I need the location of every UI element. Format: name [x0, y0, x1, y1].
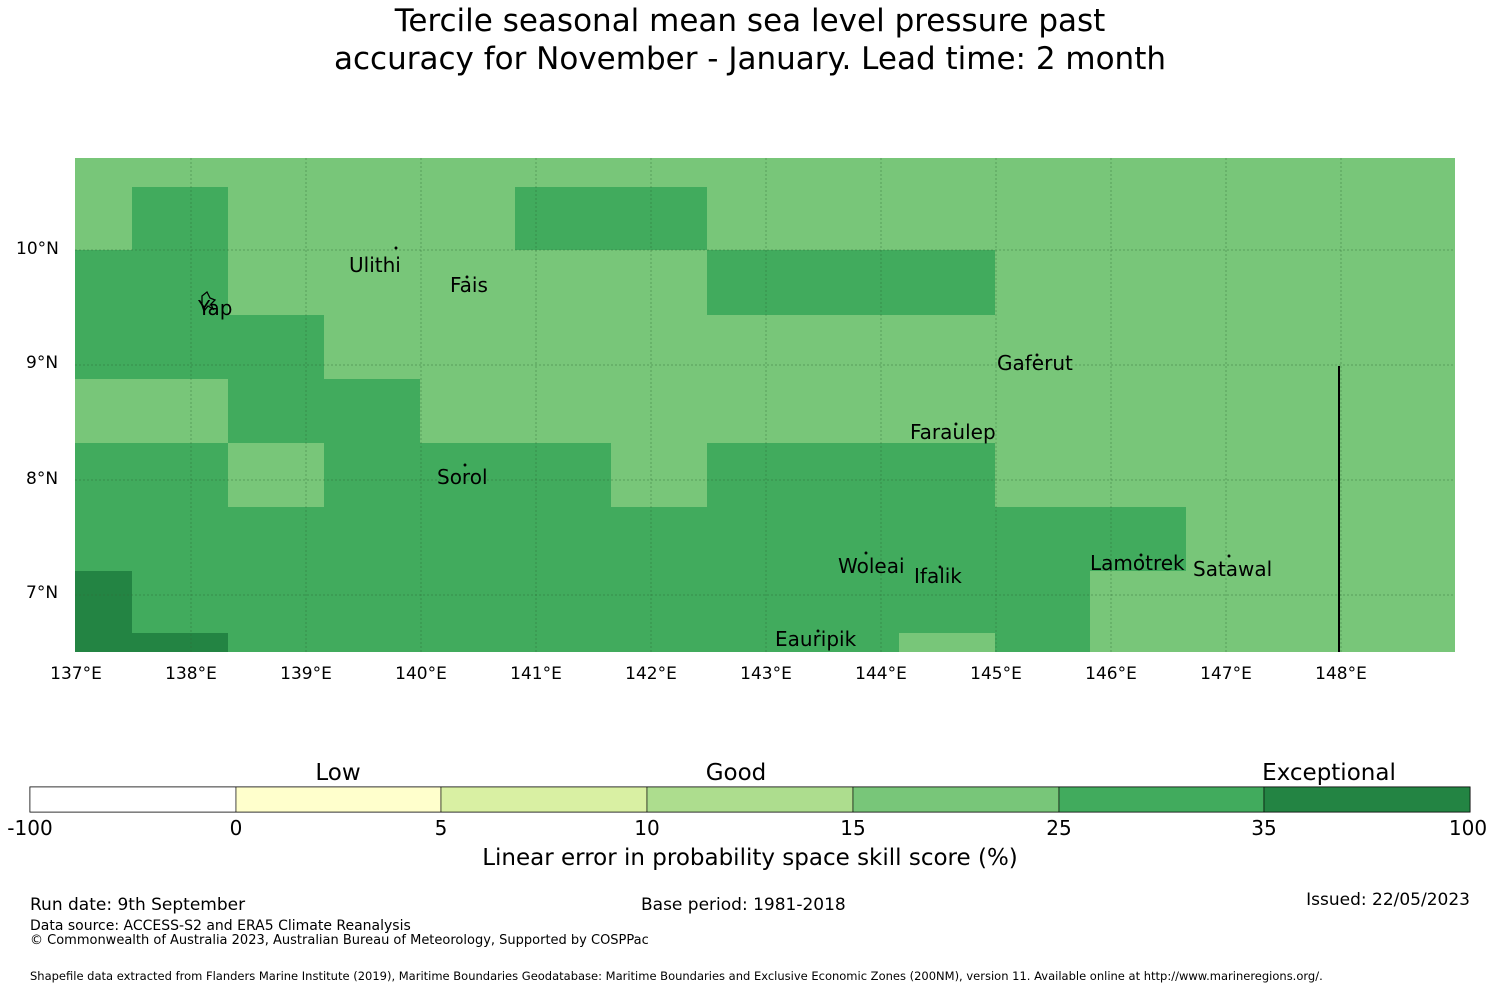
ulithi-atoll-mark — [394, 246, 398, 250]
colorbar-box — [852, 786, 1060, 813]
skill-cell — [75, 571, 132, 652]
woleai-atoll-mark — [864, 551, 868, 555]
title-line-2: accuracy for November - January. Lead ti… — [333, 41, 1167, 77]
ifalik-atoll-mark — [938, 565, 942, 569]
lat-label-10n: 10°N — [16, 239, 59, 259]
lat-label-9n: 9°N — [26, 353, 59, 373]
skill-cell — [899, 633, 995, 652]
colorbar-boxes — [29, 786, 1471, 813]
island-outlines — [201, 246, 1231, 633]
colorbar-label: Linear error in probability space skill … — [482, 845, 1018, 871]
gaferut-island-mark — [1035, 353, 1039, 357]
colorbar-box — [235, 786, 442, 813]
faraulep-atoll-mark — [954, 422, 958, 426]
run-date: Run date: 9th September — [30, 895, 246, 915]
place-label-fais: Fais — [450, 273, 488, 297]
skill-cell — [132, 571, 228, 633]
place-label-faraulep: Faraulep — [910, 420, 996, 444]
place-label-woleai: Woleai — [838, 554, 905, 578]
lon-label-140e: 140°E — [395, 664, 447, 684]
satawal-island-mark — [1227, 554, 1231, 558]
lamotrek-atoll-mark — [1139, 553, 1143, 557]
shapefile-credit: Shapefile data extracted from Flanders M… — [30, 969, 1323, 983]
place-label-lamotrek: Lamotrek — [1090, 551, 1185, 575]
lon-label-139e: 139°E — [280, 664, 332, 684]
place-label-yap: Yap — [198, 296, 233, 320]
colorbar-tick-label: 0 — [229, 816, 243, 840]
lon-label-148e: 148°E — [1315, 664, 1367, 684]
yap-island-shape — [201, 290, 217, 313]
place-label-sorol: Sorol — [437, 465, 488, 489]
colorbar-tick-label: -100 — [7, 816, 53, 840]
lon-label-147e: 147°E — [1200, 664, 1252, 684]
issued-date: Issued: 22/05/2023 — [1306, 890, 1470, 910]
colorbar-tick-label: 5 — [434, 816, 448, 840]
graticule — [75, 158, 1455, 652]
skill-cell — [707, 250, 995, 315]
fais-island-mark — [465, 275, 469, 279]
colorbar-box — [646, 786, 854, 813]
skill-cell — [515, 187, 707, 250]
skill-grid — [75, 158, 1455, 652]
lon-label-145e: 145°E — [970, 664, 1022, 684]
skill-cell — [707, 443, 995, 507]
colorbar-box — [1263, 786, 1471, 813]
lon-label-143e: 143°E — [740, 664, 792, 684]
lon-label-144e: 144°E — [855, 664, 907, 684]
map-title: Tercile seasonal mean sea level pressure… — [0, 2, 1500, 78]
colorbar-tick-label: 100 — [1448, 816, 1488, 840]
skill-cell — [132, 187, 228, 250]
colorbar-tick-label: 10 — [634, 816, 660, 840]
place-label-eauripik: Eauripik — [775, 627, 857, 651]
eauripik-atoll-mark — [816, 629, 820, 633]
skill-cell — [324, 443, 611, 507]
skill-cell — [75, 250, 228, 379]
colorbar-category-low: Low — [315, 760, 361, 786]
lon-label-146e: 146°E — [1085, 664, 1137, 684]
lon-label-142e: 142°E — [625, 664, 677, 684]
skill-cell — [228, 379, 420, 443]
colorbar-tick-label: 35 — [1251, 816, 1277, 840]
skill-cell — [228, 315, 324, 379]
skill-cell — [132, 633, 228, 652]
data-source: Data source: ACCESS-S2 and ERA5 Climate … — [30, 918, 411, 934]
skill-cell — [75, 443, 228, 571]
place-label-gaferut: Gaferut — [997, 351, 1073, 375]
skill-cell — [995, 507, 1186, 571]
lat-label-7n: 7°N — [26, 583, 59, 603]
skill-cell — [995, 571, 1090, 652]
lon-label-137e: 137°E — [50, 664, 102, 684]
colorbar-box — [440, 786, 648, 813]
colorbar-tick-label: 15 — [840, 816, 866, 840]
lon-label-141e: 141°E — [510, 664, 562, 684]
colorbar-category-good: Good — [705, 760, 767, 786]
copyright-notice: © Commonwealth of Australia 2023, Austra… — [30, 933, 649, 948]
skill-cell — [228, 507, 995, 652]
colorbar-box — [1058, 786, 1265, 813]
place-label-satawal: Satawal — [1193, 557, 1273, 581]
colorbar-category-exceptional: Exceptional — [1262, 760, 1396, 786]
lat-label-8n: 8°N — [26, 469, 59, 489]
title-line-1: Tercile seasonal mean sea level pressure… — [394, 3, 1106, 39]
place-label-ifalik: Ifalik — [914, 564, 962, 588]
colorbar-tick-label: 25 — [1046, 816, 1072, 840]
colorbar-box — [29, 786, 237, 813]
base-period: Base period: 1981-2018 — [641, 895, 846, 915]
sorol-atoll-mark — [463, 463, 467, 467]
lon-label-138e: 138°E — [165, 664, 217, 684]
place-label-ulithi: Ulithi — [349, 253, 401, 277]
